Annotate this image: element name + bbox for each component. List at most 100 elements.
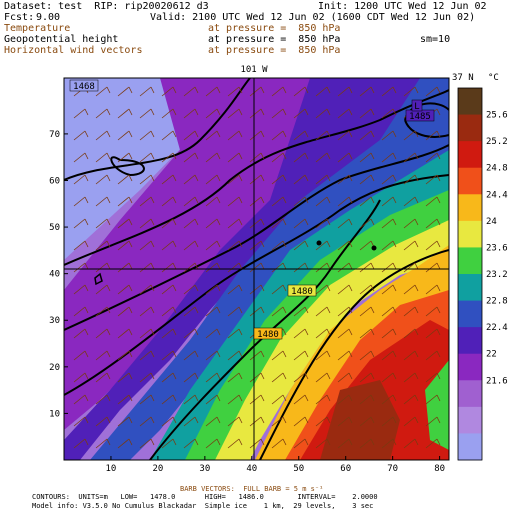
wind-barb xyxy=(381,196,397,207)
wind-barb xyxy=(139,438,155,449)
contour-labels: 1468 1485 1480 1480 L xyxy=(69,79,435,340)
wind-barb xyxy=(73,218,89,229)
colorbar-segment xyxy=(458,88,482,116)
x-tick-label: 20 xyxy=(152,464,163,474)
wind-barb xyxy=(315,416,331,427)
colorbar-tick-label: 24.4 xyxy=(486,190,508,200)
contour-label: 1468 xyxy=(73,82,95,92)
wind-barb xyxy=(161,262,177,273)
wind-barb xyxy=(227,284,243,295)
wind-barb xyxy=(161,416,177,427)
colorbar-frame xyxy=(457,87,483,461)
wind-barb xyxy=(293,218,309,229)
wind-barb xyxy=(337,350,353,361)
wind-barb xyxy=(293,174,309,185)
wind-barb xyxy=(359,328,375,339)
wind-barb xyxy=(139,196,155,207)
wind-barb xyxy=(315,394,331,405)
wind-barb xyxy=(403,394,419,405)
wind-barb xyxy=(315,152,331,163)
wind-barb xyxy=(337,196,353,207)
wind-barb xyxy=(117,174,133,185)
wind-barb xyxy=(161,438,177,449)
temperature-pressure: at pressure = 850 hPa xyxy=(208,23,341,34)
wind-barb xyxy=(205,130,221,141)
wind-barb xyxy=(183,350,199,361)
wind-barb xyxy=(293,438,309,449)
wind-barb xyxy=(337,284,353,295)
wind-barb xyxy=(359,306,375,317)
wind-barb xyxy=(425,394,441,405)
wind-barb xyxy=(95,196,111,207)
wind-barb xyxy=(161,218,177,229)
wind-barb xyxy=(205,306,221,317)
colorbar-unit: °C xyxy=(488,73,499,83)
wind-barb xyxy=(315,350,331,361)
wind-barb xyxy=(183,130,199,141)
wind-barb xyxy=(381,108,397,119)
wind-barb xyxy=(117,372,133,383)
colorbar-tick-label: 23.2 xyxy=(486,270,508,280)
wind-barb xyxy=(249,372,265,383)
wind-barb xyxy=(337,130,353,141)
wind-barb xyxy=(161,86,177,97)
wind-barb xyxy=(359,196,375,207)
wind-barb xyxy=(73,350,89,361)
wind-barb xyxy=(315,108,331,119)
wind-label: Horizontal wind vectors xyxy=(4,45,143,56)
wind-barb xyxy=(205,438,221,449)
x-tick-label: 60 xyxy=(340,464,351,474)
wind-barb xyxy=(227,86,243,97)
contour-label: 1480 xyxy=(257,330,279,340)
wind-barb xyxy=(293,240,309,251)
colorbar xyxy=(457,87,483,461)
wind-barb xyxy=(271,438,287,449)
colorbar-tick-label: 24 xyxy=(486,217,497,227)
wind-barb xyxy=(271,130,287,141)
wind-barb xyxy=(249,108,265,119)
wind-barb xyxy=(139,218,155,229)
wind-barb xyxy=(205,416,221,427)
wind-barb xyxy=(359,262,375,273)
wind-barb xyxy=(337,218,353,229)
wind-barb xyxy=(359,174,375,185)
wind-barb xyxy=(161,240,177,251)
wind-barb xyxy=(403,262,419,273)
wind-barb xyxy=(161,372,177,383)
wind-barb xyxy=(359,86,375,97)
wind-barb xyxy=(183,108,199,119)
wind-barb xyxy=(183,152,199,163)
wind-barb xyxy=(139,152,155,163)
wind-barb xyxy=(227,438,243,449)
colorbar-tick-label: 25.6 xyxy=(486,111,508,121)
wind-barb xyxy=(73,174,89,185)
wind-barb xyxy=(205,152,221,163)
wind-barb xyxy=(73,394,89,405)
wind-barb xyxy=(139,372,155,383)
wind-barb xyxy=(425,86,441,97)
wind-barb xyxy=(403,306,419,317)
wind-barb xyxy=(95,262,111,273)
wind-barb xyxy=(315,218,331,229)
wind-barb xyxy=(205,350,221,361)
wind-barb xyxy=(249,350,265,361)
colorbar-segment xyxy=(458,274,482,302)
wind-barb xyxy=(249,86,265,97)
wind-barb xyxy=(381,152,397,163)
wind-barb xyxy=(161,196,177,207)
wind-pressure: at pressure = 850 hPa xyxy=(208,45,341,56)
wind-barb xyxy=(315,328,331,339)
wind-barb xyxy=(425,284,441,295)
wind-barb xyxy=(249,394,265,405)
wind-barb xyxy=(117,306,133,317)
wind-barb xyxy=(337,394,353,405)
wind-barb xyxy=(95,350,111,361)
wind-barb xyxy=(249,152,265,163)
colorbar-segment xyxy=(458,247,482,275)
colorbar-tick-label: 21.6 xyxy=(486,376,508,386)
wind-barb xyxy=(183,174,199,185)
wind-barb xyxy=(117,86,133,97)
y-tick-label: 50 xyxy=(49,223,60,233)
wind-barb xyxy=(271,174,287,185)
wind-barb xyxy=(227,240,243,251)
